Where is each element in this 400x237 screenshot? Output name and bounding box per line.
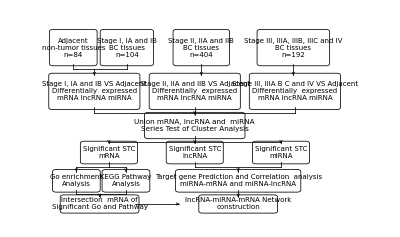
Text: Stage I, IA and IB
BC tissues
n=104: Stage I, IA and IB BC tissues n=104: [97, 38, 157, 58]
Text: Stage II, IIA and IIB VS Adjacent
Differentially  expressed
mRNA lncRNA miRNA: Stage II, IIA and IIB VS Adjacent Differ…: [140, 81, 250, 101]
Text: Significant STC
miRNA: Significant STC miRNA: [255, 146, 307, 159]
Text: Significant STC
lncRNA: Significant STC lncRNA: [168, 146, 221, 159]
FancyBboxPatch shape: [100, 29, 154, 66]
Text: Stage III, IIIA B C and IV VS Adjacent
Differentially  expressed
mRNA lncRNA miR: Stage III, IIIA B C and IV VS Adjacent D…: [232, 81, 358, 101]
FancyBboxPatch shape: [252, 141, 310, 164]
FancyBboxPatch shape: [144, 112, 245, 139]
FancyBboxPatch shape: [173, 29, 230, 66]
Text: Union mRNA, lncRNA and  miRNA
Series Test of Cluster Analysis: Union mRNA, lncRNA and miRNA Series Test…: [134, 119, 255, 132]
Text: Intersection  mRNA of
Significant Go and Pathway: Intersection mRNA of Significant Go and …: [52, 197, 148, 210]
FancyBboxPatch shape: [52, 169, 100, 192]
FancyBboxPatch shape: [166, 141, 223, 164]
Text: Stage III, IIIA, IIIB, IIIC and IV
BC tissues
n=192: Stage III, IIIA, IIIB, IIIC and IV BC ti…: [244, 38, 342, 58]
FancyBboxPatch shape: [60, 195, 139, 213]
FancyBboxPatch shape: [199, 195, 278, 213]
Text: lncRNA-miRNA-mRNA Network
construction: lncRNA-miRNA-mRNA Network construction: [185, 197, 291, 210]
Text: Stage I, IA and IB VS Adjacent
Differentially  expressed
mRNA lncRNA miRNA: Stage I, IA and IB VS Adjacent Different…: [42, 81, 146, 101]
Text: Target gene Prediction and Correlation  analysis
miRNA-mRNA and miRNA-lncRNA: Target gene Prediction and Correlation a…: [155, 174, 322, 187]
Text: Go enrichment
Analysis: Go enrichment Analysis: [50, 174, 102, 187]
Text: Stage II, IIA and IIB
BC tissues
n=404: Stage II, IIA and IIB BC tissues n=404: [168, 38, 234, 58]
FancyBboxPatch shape: [249, 73, 340, 109]
FancyBboxPatch shape: [149, 73, 240, 109]
FancyBboxPatch shape: [176, 169, 301, 192]
Text: Significant STC
mRNA: Significant STC mRNA: [83, 146, 135, 159]
FancyBboxPatch shape: [257, 29, 330, 66]
FancyBboxPatch shape: [102, 169, 150, 192]
FancyBboxPatch shape: [49, 73, 140, 109]
Text: Adjacent
non-tumor tissues
n=84: Adjacent non-tumor tissues n=84: [42, 38, 105, 58]
FancyBboxPatch shape: [80, 141, 138, 164]
FancyBboxPatch shape: [49, 29, 97, 66]
Text: KEGG Pathway
Analysis: KEGG Pathway Analysis: [100, 174, 152, 187]
